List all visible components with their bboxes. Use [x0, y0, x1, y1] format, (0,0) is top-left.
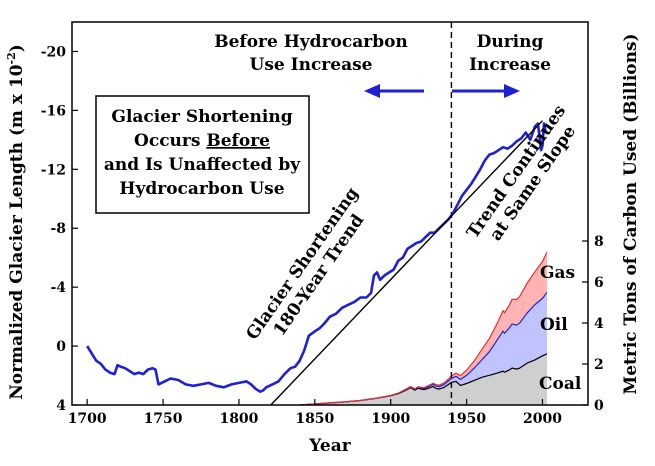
x-tick-label: 2000: [523, 411, 562, 427]
svg-text:Glacier Shortening: Glacier Shortening: [111, 107, 292, 127]
y-tick-label: -16: [41, 103, 66, 119]
area-oil: [299, 292, 547, 405]
x-ticks: 1700 1750 1800 1850 1900 1950 2000: [68, 399, 562, 427]
before-label-line2: Use Increase: [250, 55, 373, 75]
carbon-stacked-areas: [299, 252, 548, 406]
during-label-line2: Increase: [469, 55, 551, 75]
note-box: Glacier Shortening Occurs Before and Is …: [95, 95, 310, 214]
x-tick-label: 1850: [295, 411, 334, 427]
svg-text:and Is Unaffected by: and Is Unaffected by: [104, 155, 301, 175]
area-coal: [299, 353, 547, 405]
x-tick-label: 1900: [371, 411, 410, 427]
y2-tick-label: 6: [594, 275, 604, 291]
plot-frame: [71, 21, 589, 406]
gas-label: Gas: [540, 263, 575, 283]
oil-label: Oil: [540, 315, 568, 335]
y-axis-label: Normalized Glacier Length (m x 10-2): [5, 44, 27, 400]
x-tick-label: 1700: [68, 411, 107, 427]
y2-tick-label: 4: [594, 316, 604, 332]
y2-tick-label: 0: [594, 398, 604, 414]
y2-tick-label: 8: [594, 234, 604, 250]
area-gas: [299, 252, 547, 405]
y-tick-label: 4: [56, 398, 66, 414]
trend-line: [270, 120, 544, 406]
during-label-line1: During: [477, 32, 544, 52]
x-tick-label: 1750: [144, 411, 183, 427]
y2-axis-label: Metric Tons of Carbon Used (Billions): [621, 33, 641, 394]
y-ticks: 4 0 -4 -8 -12 -16 -20: [41, 44, 78, 414]
continues-annotation: Trend Continues at Same Slope: [463, 101, 580, 244]
line-gas: [299, 252, 548, 406]
y-tick-label: 0: [56, 339, 66, 355]
x-tick-label: 1950: [447, 411, 486, 427]
coal-label: Coal: [539, 374, 582, 394]
x-axis-label: Year: [308, 436, 351, 456]
y-tick-label: -8: [50, 221, 66, 237]
y-tick-label: -12: [41, 162, 66, 178]
glacier-series: [86, 120, 547, 406]
x-tick-label: 1800: [219, 411, 258, 427]
glacier-length-line: [86, 122, 547, 394]
svg-text:Occurs Before: Occurs Before: [134, 131, 270, 151]
right-arrow: [452, 84, 520, 98]
svg-text:Hydrocarbon Use: Hydrocarbon Use: [119, 179, 284, 199]
y2-tick-label: 2: [594, 357, 604, 373]
y2-ticks: 0 2 4 6 8: [582, 234, 604, 414]
y-tick-label: -20: [41, 44, 67, 60]
left-arrow: [364, 84, 424, 98]
before-label-line1: Before Hydrocarbon: [214, 32, 408, 52]
y-tick-label: -4: [50, 280, 66, 296]
